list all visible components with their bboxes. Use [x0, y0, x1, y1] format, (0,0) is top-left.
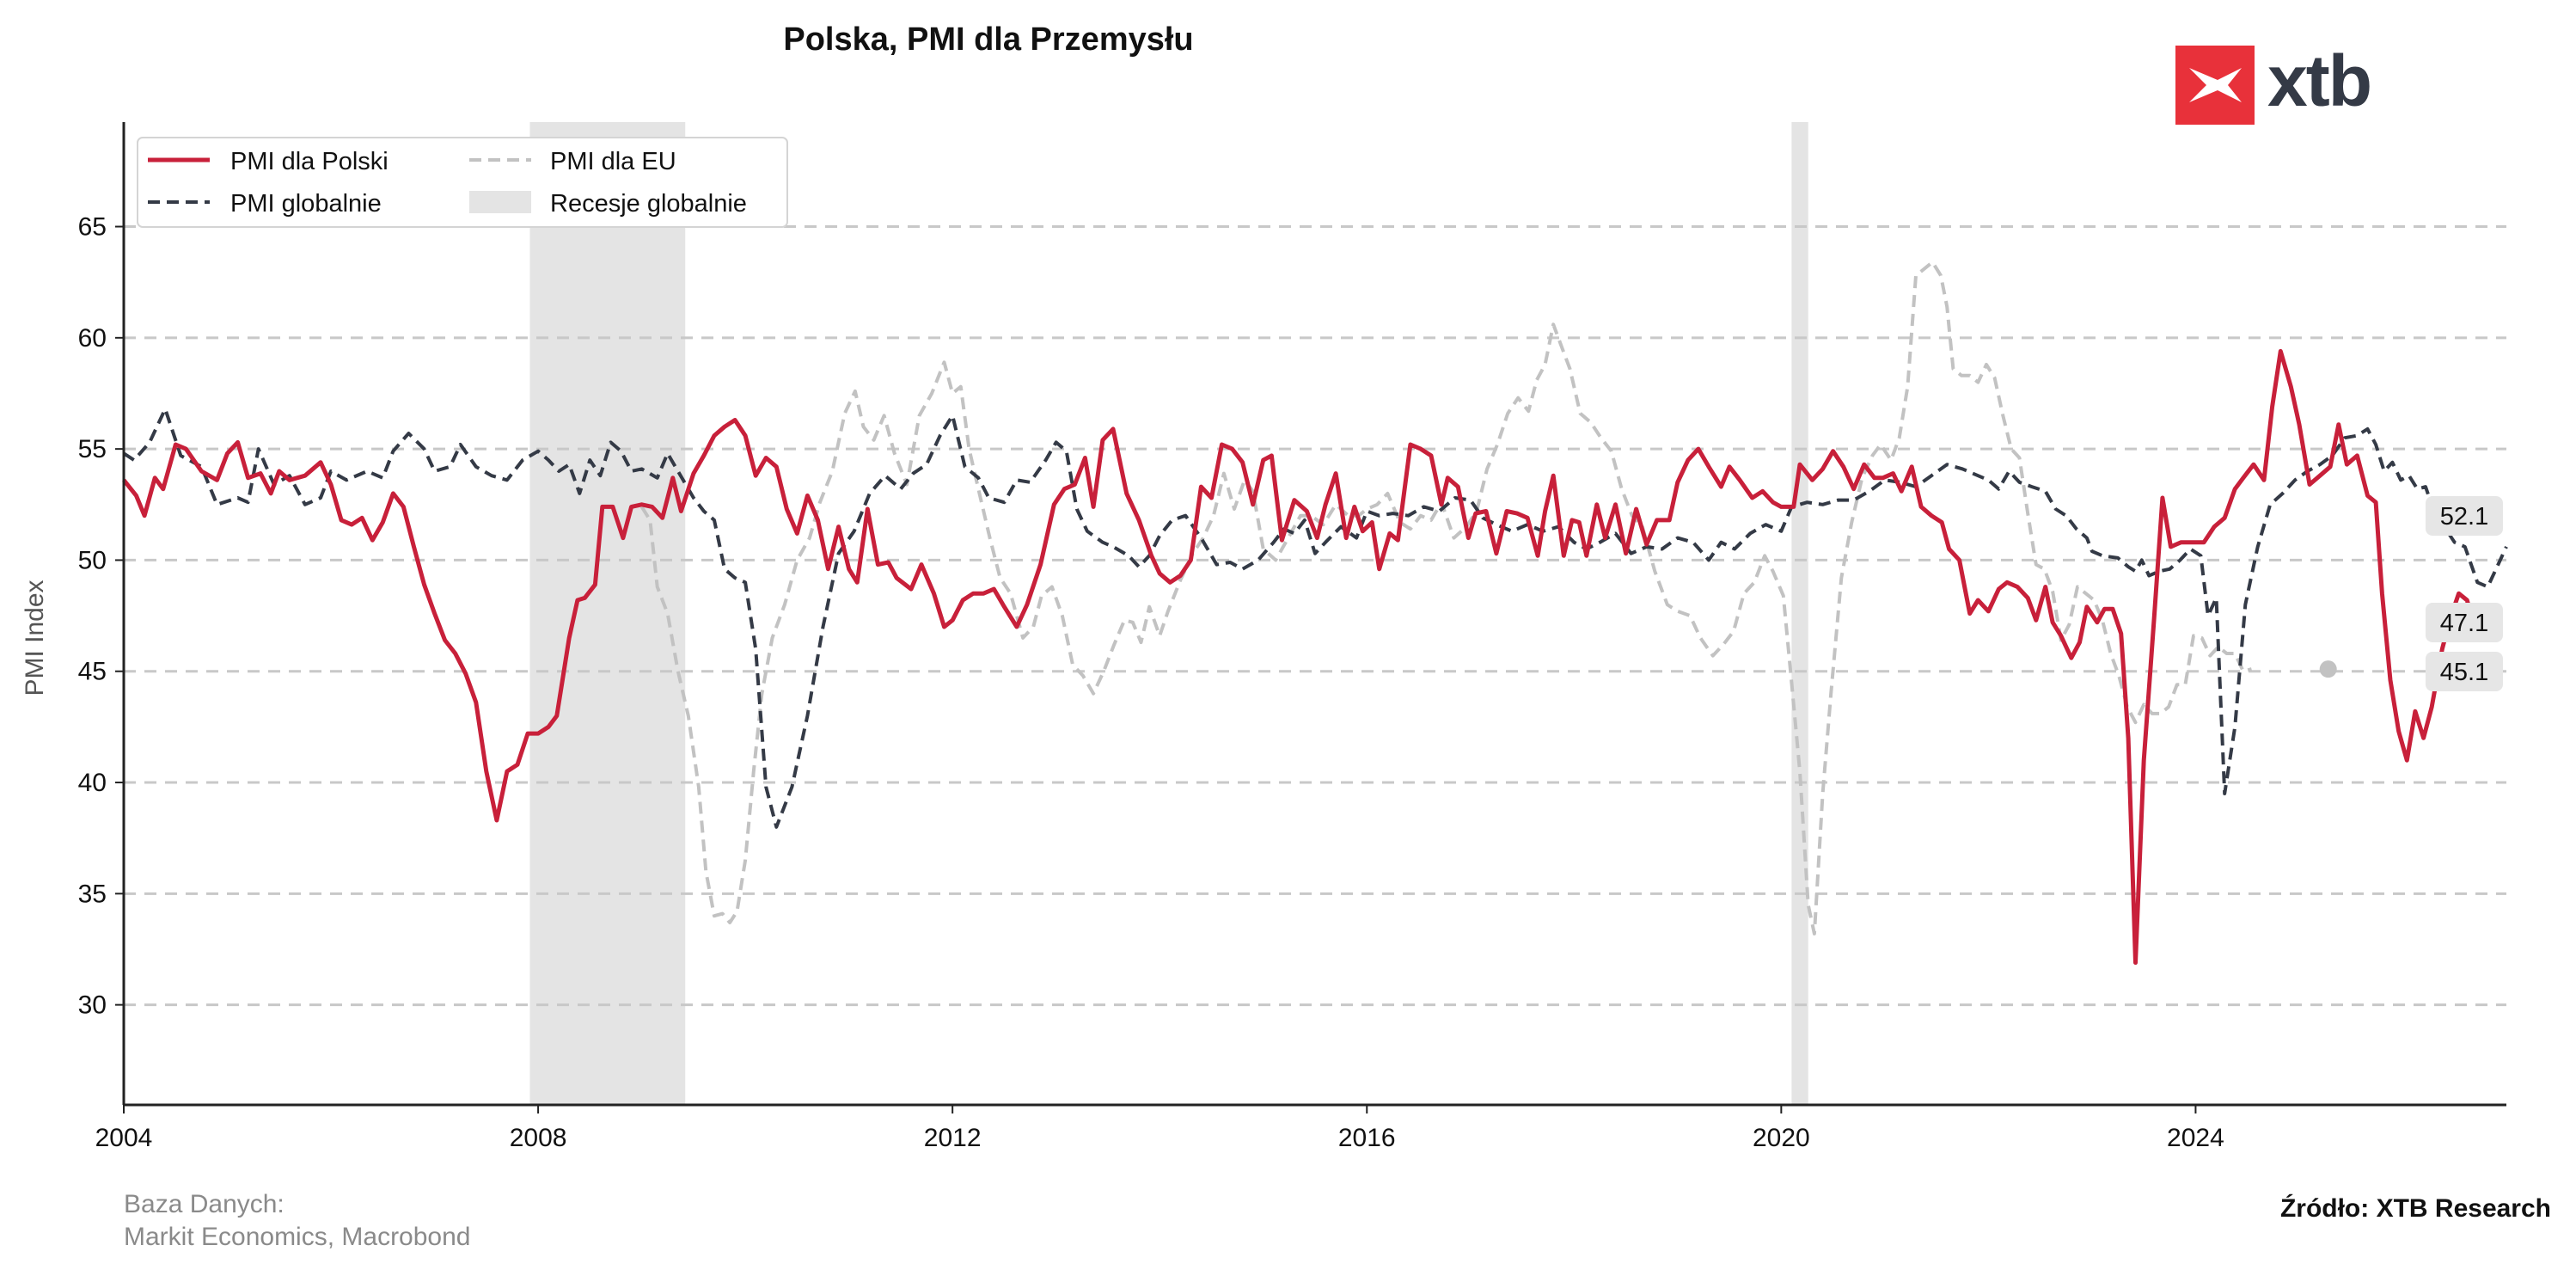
- axis-ticks: 30 35 40 45 50 55 60 65 2004 2008 2012 2016 2020 2024: [78, 213, 2224, 1152]
- y-tick-label-35: 35: [78, 880, 107, 908]
- legend-label-poland: PMI dla Polski: [230, 148, 389, 175]
- xtb-wordmark: xtb: [2267, 40, 2371, 121]
- source-heading: Baza Danych:: [124, 1190, 285, 1218]
- x-tick-label-2012: 2012: [924, 1124, 982, 1152]
- x-tick-label-2020: 2020: [1753, 1124, 1810, 1152]
- y-axis-label: PMI Index: [21, 580, 49, 696]
- value-label-eu-box: [2426, 652, 2503, 691]
- xtb-x-icon: [2189, 68, 2242, 102]
- legend-label-recession: Recesje globalnie: [550, 190, 747, 218]
- xtb-logo: xtb: [2175, 40, 2372, 125]
- legend-label-global: PMI globalnie: [230, 190, 382, 218]
- legend-swatch-recession: [469, 191, 531, 213]
- value-label-global: 52.1: [2426, 496, 2503, 536]
- value-label-poland-text: 47.1: [2440, 610, 2488, 637]
- endpoint-eu: [2319, 660, 2337, 678]
- recession-band-1: [529, 122, 686, 1105]
- value-label-eu-text: 45.1: [2440, 659, 2488, 686]
- value-label-poland-box: [2426, 603, 2503, 642]
- series-line-global: [122, 407, 2508, 829]
- source-text: Markit Economics, Macrobond: [124, 1223, 470, 1251]
- legend-label-eu: PMI dla EU: [550, 148, 676, 175]
- value-label-global-box: [2426, 496, 2503, 536]
- series-lines: [122, 260, 2508, 965]
- recession-bands: [529, 122, 1808, 1105]
- source-credit: Źródło: XTB Research: [2280, 1193, 2551, 1223]
- x-tick-label-2004: 2004: [95, 1124, 153, 1152]
- series-line-eu: [639, 260, 2253, 936]
- y-tick-label-45: 45: [78, 658, 107, 686]
- y-tick-label-30: 30: [78, 991, 107, 1020]
- y-tick-label-50: 50: [78, 546, 107, 574]
- value-label-poland: 47.1: [2426, 603, 2503, 642]
- x-tick-label-2008: 2008: [510, 1124, 567, 1152]
- y-tick-label-55: 55: [78, 435, 107, 463]
- y-tick-label-65: 65: [78, 213, 107, 242]
- x-tick-label-2024: 2024: [2167, 1124, 2224, 1152]
- x-tick-label-2016: 2016: [1338, 1124, 1396, 1152]
- chart-title: Polska, PMI dla Przemysłu: [783, 21, 1193, 58]
- legend-box: [137, 137, 788, 228]
- value-label-global-text: 52.1: [2440, 503, 2488, 531]
- legend: PMI dla Polski PMI dla EU PMI globalnie …: [137, 137, 788, 228]
- y-tick-label-60: 60: [78, 324, 107, 353]
- y-tick-label-40: 40: [78, 769, 107, 797]
- recession-band-2: [1791, 122, 1808, 1105]
- value-label-eu: 45.1: [2426, 652, 2503, 691]
- series-line-poland: [122, 348, 2487, 965]
